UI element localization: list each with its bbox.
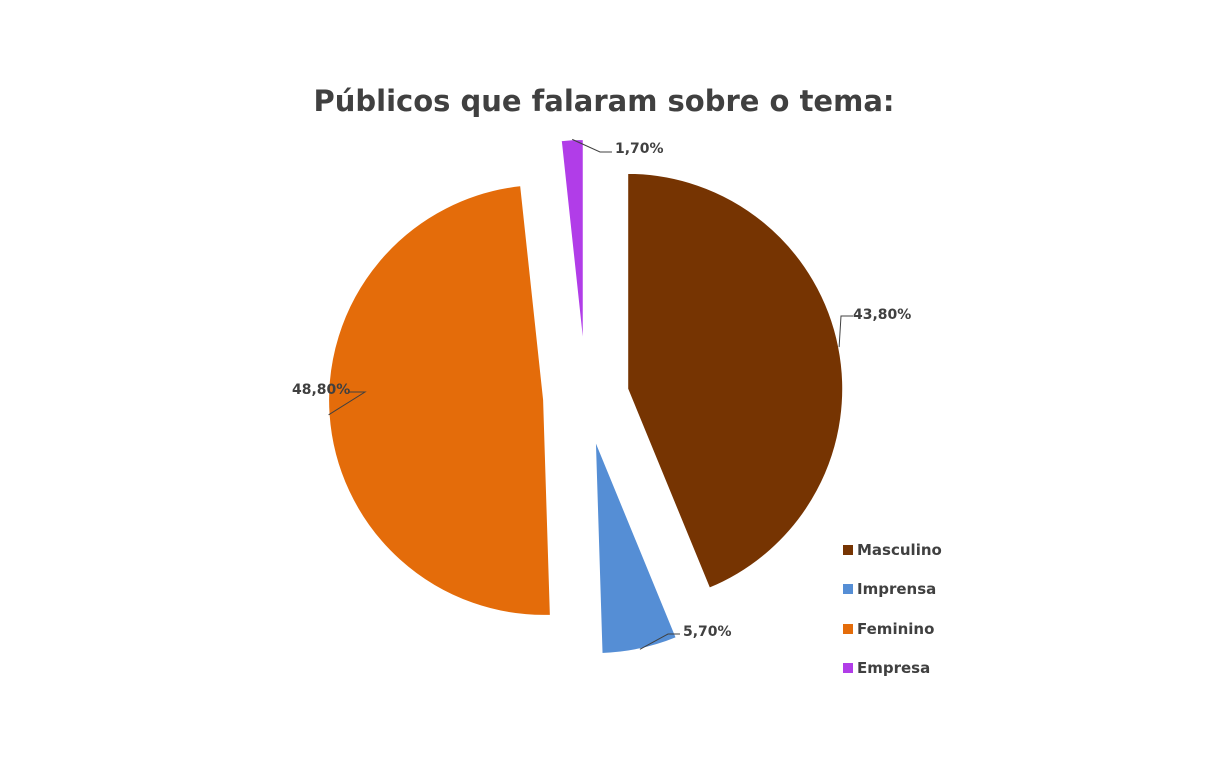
legend-swatch — [843, 662, 853, 673]
leader-line-empresa — [572, 138, 612, 153]
leader-line-feminino — [328, 391, 367, 416]
data-label-feminino: 48,80% — [292, 382, 351, 398]
pie-slice-empresa — [559, 138, 585, 356]
legend-item-feminino: Feminino — [843, 619, 942, 639]
legend-label: Feminino — [857, 619, 935, 638]
legend-label: Masculino — [857, 541, 942, 559]
legend-item-empresa: Empresa — [843, 658, 942, 678]
data-label-imprensa: 5,70% — [683, 624, 732, 640]
data-label-masculino: 43,80% — [853, 307, 912, 323]
legend-item-masculino: Masculino — [843, 540, 942, 560]
leader-line-masculino — [838, 315, 853, 348]
legend-label: Imprensa — [857, 580, 937, 599]
legend-label: Empresa — [857, 658, 931, 677]
data-label-empresa: 1,70% — [615, 141, 664, 157]
legend-swatch — [843, 584, 853, 595]
pie-slice-masculino — [626, 171, 845, 590]
pie-slice-feminino — [327, 184, 552, 617]
leader-line-imprensa — [639, 633, 680, 650]
chart-legend: Masculino Imprensa Feminino Empresa — [843, 540, 942, 697]
legend-item-imprensa: Imprensa — [843, 579, 942, 599]
chart-title: Públicos que falaram sobre o tema: — [313, 84, 895, 118]
legend-swatch — [843, 623, 853, 634]
legend-swatch — [843, 545, 853, 555]
